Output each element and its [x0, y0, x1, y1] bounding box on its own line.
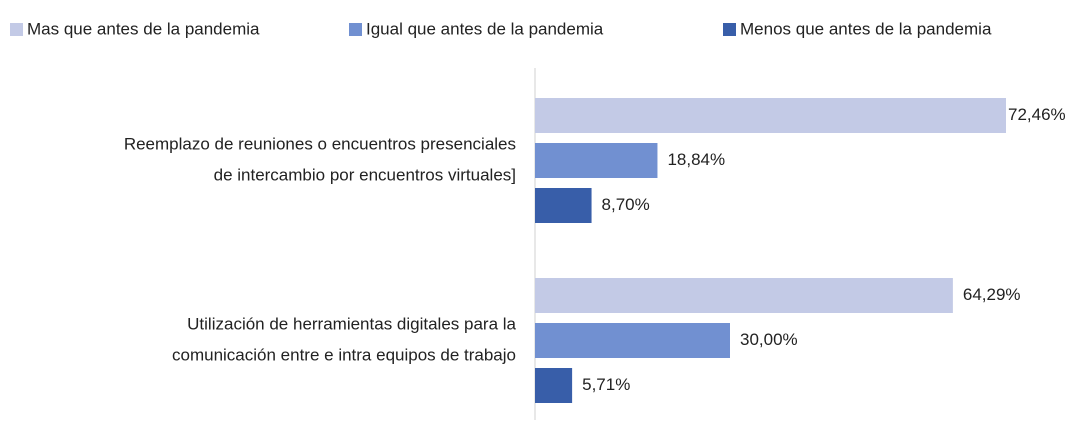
data-label: 72,46% — [1008, 105, 1066, 124]
bar — [535, 278, 953, 313]
data-label: 5,71% — [582, 375, 630, 394]
category-label: Reemplazo de reuniones o encuentros pres… — [124, 134, 516, 153]
legend-label: Mas que antes de la pandemia — [27, 19, 260, 38]
bar — [535, 143, 658, 178]
bar — [535, 368, 573, 403]
category-label: de intercambio por encuentros virtuales] — [214, 165, 516, 184]
legend-swatch — [10, 23, 23, 36]
bar — [535, 323, 730, 358]
data-label: 8,70% — [602, 195, 650, 214]
legend-swatch — [723, 23, 736, 36]
bar — [535, 98, 1006, 133]
data-label: 30,00% — [740, 330, 798, 349]
bar — [535, 188, 592, 223]
legend-label: Igual que antes de la pandemia — [366, 19, 604, 38]
legend-swatch — [349, 23, 362, 36]
data-label: 64,29% — [963, 285, 1021, 304]
category-label: comunicación entre e intra equipos de tr… — [172, 345, 516, 364]
category-label: Utilización de herramientas digitales pa… — [187, 314, 516, 333]
legend-label: Menos que antes de la pandemia — [740, 19, 992, 38]
data-label: 18,84% — [667, 150, 725, 169]
